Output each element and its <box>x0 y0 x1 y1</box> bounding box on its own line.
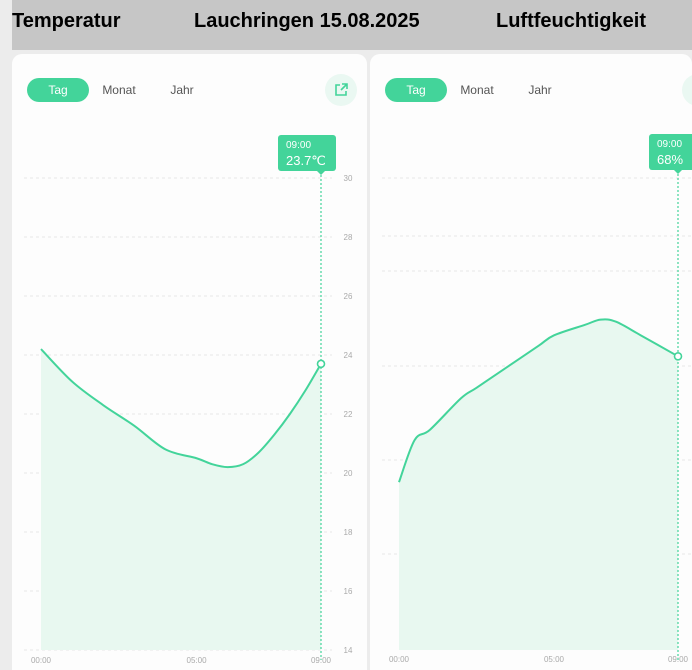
tooltip-value: 23.7℃ <box>286 153 326 168</box>
series-line <box>40 348 322 469</box>
selected-point <box>673 352 683 361</box>
share-button[interactable] <box>682 74 692 106</box>
area-fill <box>41 349 321 650</box>
tooltip-value: 68% <box>657 152 683 167</box>
tooltip-box <box>649 134 692 170</box>
tab-month[interactable]: Monat <box>460 83 494 97</box>
x-tick-label: 00:00 <box>31 656 52 665</box>
divider <box>0 50 692 56</box>
tooltip-arrow <box>317 171 325 175</box>
area-fill <box>399 319 678 650</box>
share-button[interactable] <box>325 74 357 106</box>
y-tick-label: 30 <box>344 174 353 183</box>
x-tick-label: 05:00 <box>544 655 565 664</box>
tab-day[interactable]: Tag <box>27 78 89 102</box>
tooltip-time: 09:00 <box>286 140 311 151</box>
y-tick-label: 28 <box>344 233 353 242</box>
tooltip-time: 09:00 <box>657 139 682 150</box>
y-tick-label: 24 <box>344 351 353 360</box>
tab-day[interactable]: Tag <box>385 78 447 102</box>
temperature-panel: Tag Monat Jahr 14 16 18 20 22 24 26 28 30 00:00 05… <box>12 54 367 670</box>
temperature-title: Temperatur <box>12 10 121 32</box>
y-tick-label: 26 <box>344 292 353 301</box>
x-tick-label: 00:00 <box>389 655 410 664</box>
tab-year[interactable]: Jahr <box>528 83 552 97</box>
series-line <box>398 318 679 483</box>
location-date-title: Lauchringen 15.08.2025 <box>194 10 420 32</box>
y-tick-label: 16 <box>344 587 353 596</box>
header-bar: Temperatur Lauchringen 15.08.2025 Luftfe… <box>12 0 692 50</box>
y-tick-label: 14 <box>344 646 353 655</box>
temperature-chart[interactable]: 14 16 18 20 22 24 26 28 30 00:00 05:00 09:00 09:00 23… <box>12 54 367 670</box>
y-tick-label: 20 <box>344 469 353 478</box>
x-tick-label: 05:00 <box>187 656 208 665</box>
y-tick-label: 22 <box>344 410 353 419</box>
x-tick-label: 09:00 <box>311 656 332 665</box>
selected-point <box>316 359 326 369</box>
humidity-title: Luftfeuchtigkeit <box>496 10 646 32</box>
tab-month[interactable]: Monat <box>102 83 136 97</box>
y-tick-label: 18 <box>344 528 353 537</box>
tooltip-box <box>278 135 336 171</box>
tab-year[interactable]: Jahr <box>170 83 194 97</box>
share-external-icon <box>335 83 348 96</box>
tooltip-arrow <box>674 170 682 174</box>
